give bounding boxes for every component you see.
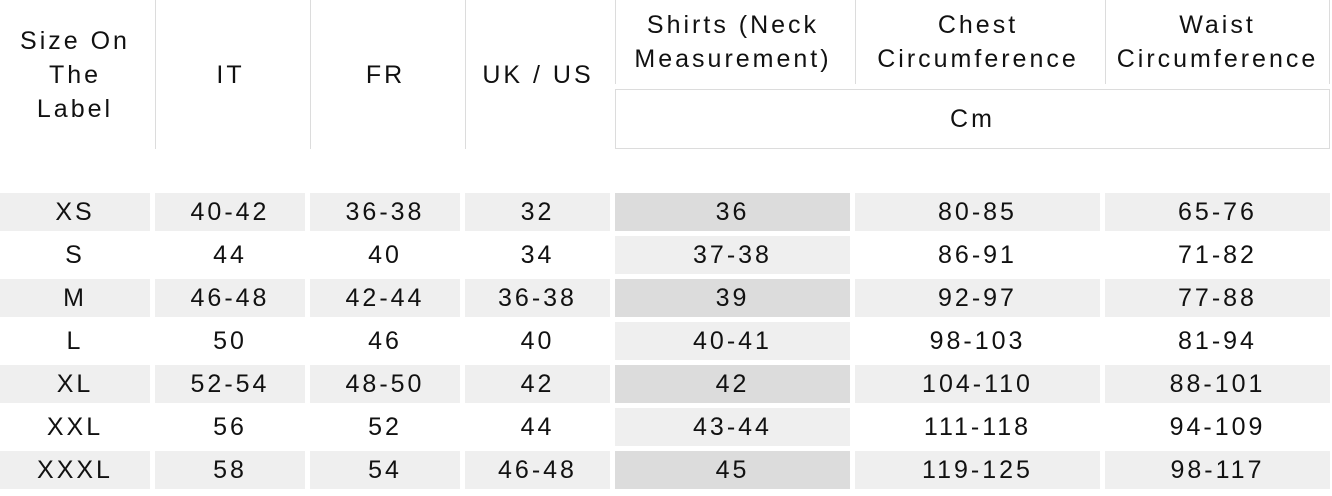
header-shirts-neck: Shirts (Neck Measurement) [615, 0, 850, 84]
cell-fr: 46 [310, 322, 460, 360]
cell-label: L [0, 322, 150, 360]
cell-uk-us: 34 [465, 236, 610, 274]
cell-waist: 98-117 [1105, 451, 1330, 489]
cell-waist: 71-82 [1105, 236, 1330, 274]
cell-it: 58 [155, 451, 305, 489]
size-row-xl: XL 52-54 48-50 42 42 104-110 88-101 [0, 365, 1330, 403]
cell-waist: 65-76 [1105, 193, 1330, 231]
cell-fr: 48-50 [310, 365, 460, 403]
cell-uk-us: 46-48 [465, 451, 610, 489]
cell-chest: 80-85 [855, 193, 1100, 231]
unit-cell: Cm [615, 89, 1330, 149]
header-it: IT [155, 0, 305, 149]
cell-waist: 81-94 [1105, 322, 1330, 360]
cell-label: XL [0, 365, 150, 403]
cell-it: 56 [155, 408, 305, 446]
size-row-s: S 44 40 34 37-38 86-91 71-82 [0, 236, 1330, 274]
cell-chest: 104-110 [855, 365, 1100, 403]
cell-fr: 52 [310, 408, 460, 446]
cell-it: 46-48 [155, 279, 305, 317]
header-fr: FR [310, 0, 460, 149]
spacer-row [0, 154, 1330, 188]
cell-label: XS [0, 193, 150, 231]
size-row-xxl: XXL 56 52 44 43-44 111-118 94-109 [0, 408, 1330, 446]
cell-it: 50 [155, 322, 305, 360]
size-row-l: L 50 46 40 40-41 98-103 81-94 [0, 322, 1330, 360]
cell-fr: 36-38 [310, 193, 460, 231]
cell-uk-us: 32 [465, 193, 610, 231]
cell-chest: 119-125 [855, 451, 1100, 489]
cell-neck: 42 [615, 365, 850, 403]
cell-chest: 111-118 [855, 408, 1100, 446]
cell-label: XXL [0, 408, 150, 446]
cell-chest: 92-97 [855, 279, 1100, 317]
cell-label: M [0, 279, 150, 317]
cell-it: 52-54 [155, 365, 305, 403]
cell-fr: 42-44 [310, 279, 460, 317]
cell-neck: 40-41 [615, 322, 850, 360]
cell-label: S [0, 236, 150, 274]
cell-neck: 39 [615, 279, 850, 317]
header-size-on-label: Size On The Label [20, 26, 130, 123]
cell-uk-us: 40 [465, 322, 610, 360]
size-row-xs: XS 40-42 36-38 32 36 80-85 65-76 [0, 193, 1330, 231]
header-chest: Chest Circumference [855, 0, 1100, 84]
cell-fr: 54 [310, 451, 460, 489]
cell-waist: 94-109 [1105, 408, 1330, 446]
cell-chest: 98-103 [855, 322, 1100, 360]
cell-uk-us: 44 [465, 408, 610, 446]
header-uk-us: UK / US [465, 0, 610, 149]
cell-chest: 86-91 [855, 236, 1100, 274]
cell-uk-us: 42 [465, 365, 610, 403]
header-row-top: Size On The Label IT FR UK / US Shirts (… [0, 0, 1330, 149]
cell-neck: 45 [615, 451, 850, 489]
spacer-cell [0, 154, 1330, 188]
size-row-xxxl: XXXL 58 54 46-48 45 119-125 98-117 [0, 451, 1330, 489]
cell-it: 40-42 [155, 193, 305, 231]
cell-neck: 36 [615, 193, 850, 231]
size-row-m: M 46-48 42-44 36-38 39 92-97 77-88 [0, 279, 1330, 317]
cell-waist: 77-88 [1105, 279, 1330, 317]
cell-neck: 43-44 [615, 408, 850, 446]
cell-label: XXXL [0, 451, 150, 489]
cell-fr: 40 [310, 236, 460, 274]
cell-uk-us: 36-38 [465, 279, 610, 317]
header-waist: Waist Circumference [1105, 0, 1330, 84]
header-row-unit: Cm [0, 89, 1330, 149]
cell-neck: 37-38 [615, 236, 850, 274]
cell-it: 44 [155, 236, 305, 274]
cell-waist: 88-101 [1105, 365, 1330, 403]
